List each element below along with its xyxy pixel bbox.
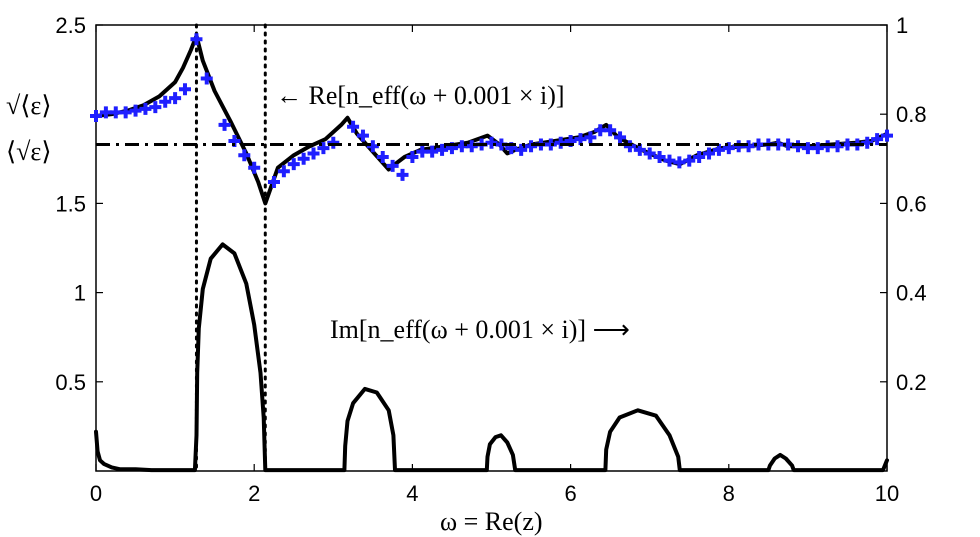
series-layer [90,33,893,473]
series-line-1 [94,33,889,206]
plus-marker [871,133,884,146]
plus-marker [190,33,203,46]
plus-marker [376,151,389,164]
y-right-tick-label: 0.8 [896,102,927,127]
y-right-tick-label: 0.2 [896,370,927,395]
vertical-markers [194,23,267,473]
y-left-tick-label: 1 [74,281,86,306]
plus-marker [703,147,716,160]
plus-marker [159,95,172,108]
plus-marker [90,109,102,122]
y-right-tick-label: 0.4 [896,281,927,306]
ticks-layer: 0 2 4 6 8 10 0.5 1 1.5 2.5 0.2 0.4 0.6 0.8 1 [55,13,926,506]
plot-frame [95,24,888,472]
y-left-tick-label: 0.5 [55,370,86,395]
plus-marker [200,72,213,85]
plus-marker [307,147,320,160]
plus-marker [386,159,399,172]
x-tick-label: 8 [723,481,735,506]
plus-marker [277,165,290,178]
plus-marker [347,120,360,133]
im-annotation: Im[n_eff(ω + 0.001 × i)] ⟶ [330,315,630,344]
plus-marker [297,152,310,165]
x-tick-label: 4 [406,481,418,506]
plus-marker [406,151,419,164]
x-tick-label: 10 [875,481,899,506]
plus-marker [584,131,597,144]
plus-marker [396,168,409,181]
plus-marker [643,147,656,160]
plus-marker [327,136,340,149]
plus-marker [149,101,162,114]
y-left-tick-label: 2.5 [55,13,86,38]
series-line-4 [94,242,889,473]
sqrt-mean-eps-label: √⟨ε⟩ [6,91,51,120]
plus-marker [169,92,182,105]
plus-marker [653,151,666,164]
x-tick-label: 0 [90,481,102,506]
x-tick-label: 2 [248,481,260,506]
plus-marker [366,140,379,153]
plus-marker [604,124,617,137]
plus-marker [614,131,627,144]
plus-marker [218,118,231,131]
plus-marker [287,158,300,171]
plus-marker [881,129,893,142]
plus-marker [515,143,528,156]
x-tick-label: 6 [564,481,576,506]
plus-marker [267,175,280,188]
plus-marker [693,151,706,164]
plus-marker [683,154,696,167]
y-left-tick-label: 1.5 [55,191,86,216]
plus-marker [238,149,251,162]
y-right-tick-label: 0.6 [896,191,927,216]
plus-marker [248,161,261,174]
plus-marker [317,142,330,155]
y-right-tick-label: 1 [896,13,908,38]
re-annotation: ← Re[n_eff(ω + 0.001 × i)] [276,81,565,110]
plus-marker [861,136,874,149]
mean-sqrt-eps-label: ⟨√ε⟩ [6,137,51,166]
plus-marker [623,140,636,153]
plus-marker [178,83,191,96]
plus-marker [356,129,369,142]
x-axis-label: ω = Re(z) [440,507,543,536]
